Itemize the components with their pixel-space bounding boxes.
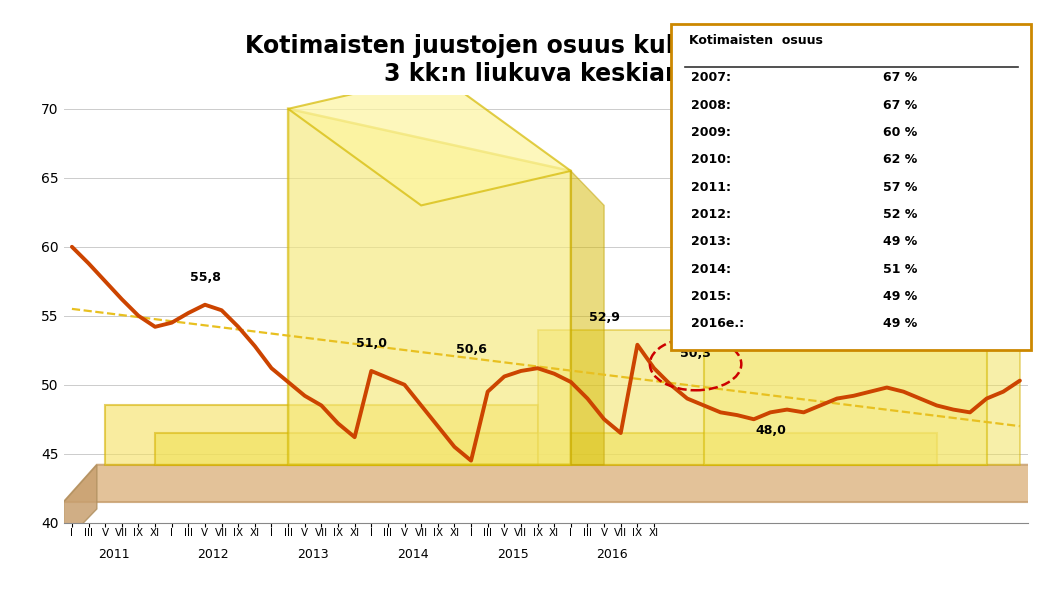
- Text: 55,8: 55,8: [190, 271, 220, 284]
- Polygon shape: [288, 74, 571, 206]
- Text: 49 %: 49 %: [883, 317, 917, 330]
- Text: 60 %: 60 %: [883, 126, 917, 139]
- Text: 49 %: 49 %: [883, 290, 917, 303]
- Polygon shape: [64, 465, 1060, 502]
- Polygon shape: [155, 433, 937, 465]
- Polygon shape: [64, 465, 96, 544]
- Text: 51 %: 51 %: [883, 263, 917, 276]
- Text: 2014:: 2014:: [691, 263, 731, 276]
- Text: 2016e.:: 2016e.:: [691, 317, 744, 330]
- Title: Kotimaisten juustojen osuus kulutuksesta %,
3 kk:n liukuva keskiarvo: Kotimaisten juustojen osuus kulutuksesta…: [245, 34, 847, 86]
- Text: 2016: 2016: [597, 548, 629, 561]
- Text: 2010:: 2010:: [691, 153, 731, 166]
- Text: 67 %: 67 %: [883, 71, 917, 84]
- Text: 50,3: 50,3: [681, 347, 711, 360]
- Polygon shape: [288, 109, 571, 465]
- Text: 48,0: 48,0: [755, 424, 785, 437]
- Text: 62 %: 62 %: [883, 153, 917, 166]
- Text: 2013:: 2013:: [691, 235, 731, 248]
- Text: 2008:: 2008:: [691, 99, 731, 112]
- Text: 2014: 2014: [398, 548, 428, 561]
- Text: 2015:: 2015:: [691, 290, 731, 303]
- Text: Kotimaisten  osuus: Kotimaisten osuus: [689, 34, 823, 47]
- Text: 2011: 2011: [98, 548, 129, 561]
- Text: 51,0: 51,0: [356, 337, 387, 350]
- Text: 52,9: 52,9: [588, 311, 619, 324]
- Text: 50,6: 50,6: [456, 343, 487, 356]
- Text: 2015: 2015: [497, 548, 529, 561]
- Polygon shape: [537, 330, 1020, 465]
- Polygon shape: [105, 406, 537, 465]
- Text: 67 %: 67 %: [883, 99, 917, 112]
- Text: 2013: 2013: [297, 548, 329, 561]
- Text: 57 %: 57 %: [883, 181, 917, 194]
- Text: 2012:: 2012:: [691, 208, 731, 221]
- Text: 2009:: 2009:: [691, 126, 731, 139]
- Polygon shape: [704, 323, 987, 465]
- Text: 2012: 2012: [197, 548, 229, 561]
- Text: 49 %: 49 %: [883, 235, 917, 248]
- Text: 52 %: 52 %: [883, 208, 917, 221]
- Text: 2011:: 2011:: [691, 181, 731, 194]
- Text: 2007:: 2007:: [691, 71, 731, 84]
- Polygon shape: [571, 171, 604, 465]
